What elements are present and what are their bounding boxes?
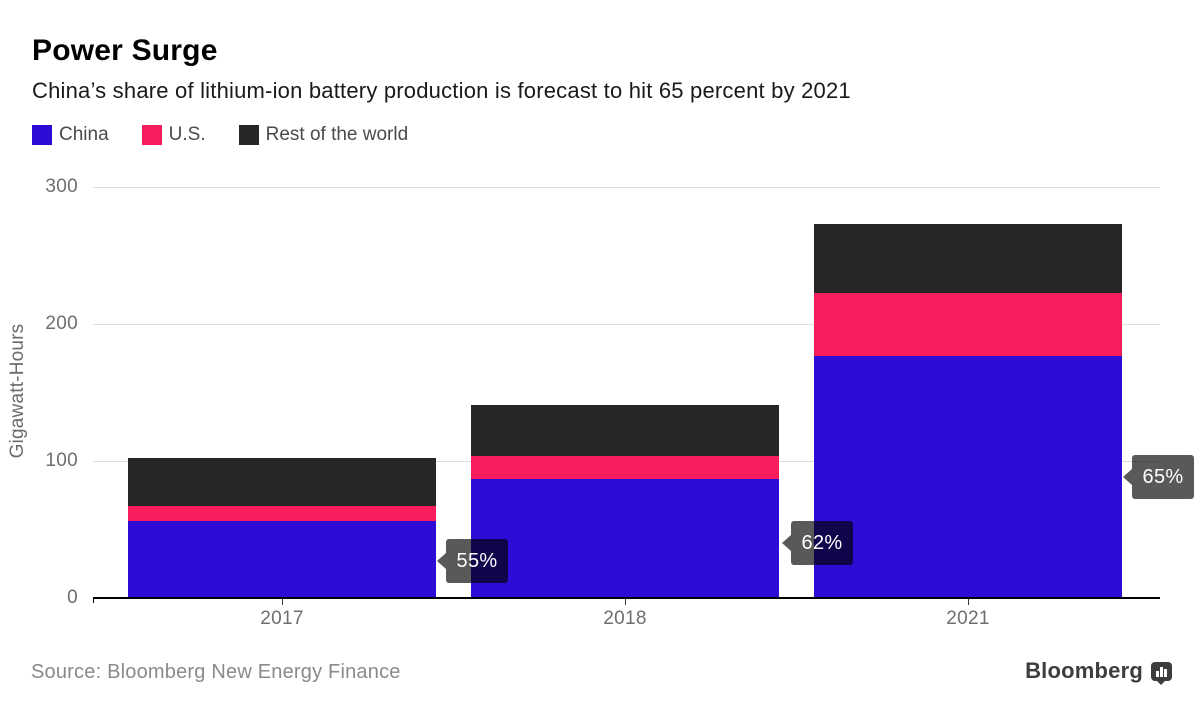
chart-subtitle: China’s share of lithium-ion battery pro… bbox=[32, 78, 851, 103]
plot-area: 2017 2018 2021 bbox=[93, 187, 1160, 629]
chart-title: Power Surge bbox=[32, 34, 218, 67]
callout-2018-text: 62% bbox=[801, 531, 843, 554]
legend-item-rest-of-the-world: Rest of the world bbox=[238, 124, 409, 146]
bar-segment-2017-china bbox=[128, 521, 436, 598]
stacked-bar-2018 bbox=[471, 404, 779, 598]
y-axis-label-200: 200 bbox=[45, 313, 78, 334]
bloomberg-wordmark: Bloomberg bbox=[1025, 658, 1143, 683]
legend-swatch-icon bbox=[141, 125, 162, 145]
axis-origin-tick bbox=[93, 598, 94, 603]
bar-segment-2018-rest-of-the-world bbox=[471, 404, 779, 456]
x-axis-tick-2017 bbox=[282, 599, 283, 605]
legend: China U.S. Rest of the world bbox=[32, 124, 408, 146]
bloomberg-logo: Bloomberg bbox=[1025, 658, 1172, 685]
legend-label: U.S. bbox=[168, 124, 206, 145]
callout-2021-text: 65% bbox=[1142, 465, 1184, 488]
gridline-300 bbox=[93, 187, 1160, 188]
legend-item-china: China bbox=[32, 124, 109, 146]
legend-label: Rest of the world bbox=[265, 124, 409, 145]
bar-segment-2017-rest-of-the-world bbox=[128, 458, 436, 507]
bar-segment-2018-u-s- bbox=[471, 455, 779, 479]
y-axis-labels: 0 100 200 300 bbox=[0, 176, 78, 608]
stacked-bar-2017 bbox=[128, 458, 436, 598]
y-axis-label-100: 100 bbox=[45, 450, 78, 471]
legend-item-u-s-: U.S. bbox=[141, 124, 206, 146]
x-axis-line bbox=[93, 597, 1160, 599]
callout-2017-text: 55% bbox=[456, 549, 498, 572]
bar-segment-2021-u-s- bbox=[814, 292, 1122, 356]
x-axis-label-2018: 2018 bbox=[603, 608, 647, 629]
x-axis-label-2017: 2017 bbox=[260, 608, 304, 629]
gridline-200 bbox=[93, 324, 1160, 325]
callout-2017-share: 55% bbox=[437, 539, 508, 583]
bar-segment-2018-china bbox=[471, 478, 779, 598]
x-axis-label-2021: 2021 bbox=[946, 608, 990, 629]
bar-segment-2017-u-s- bbox=[128, 506, 436, 522]
legend-swatch-icon bbox=[238, 125, 259, 145]
stacked-bar-2021 bbox=[814, 224, 1122, 598]
y-axis-label-0: 0 bbox=[67, 587, 78, 608]
callout-2021-share: 65% bbox=[1123, 455, 1194, 499]
legend-label: China bbox=[59, 124, 109, 145]
legend-swatch-icon bbox=[32, 125, 52, 145]
source-text: Source: Bloomberg New Energy Finance bbox=[31, 661, 401, 683]
bloomberg-chart-bubble-icon bbox=[1151, 662, 1172, 685]
y-axis-label-300: 300 bbox=[45, 176, 78, 197]
x-axis-tick-2021 bbox=[968, 599, 969, 605]
bar-segment-2021-rest-of-the-world bbox=[814, 224, 1122, 293]
x-axis-tick-2018 bbox=[625, 599, 626, 605]
bar-segment-2021-china bbox=[814, 355, 1122, 598]
callout-2018-share: 62% bbox=[782, 521, 853, 565]
